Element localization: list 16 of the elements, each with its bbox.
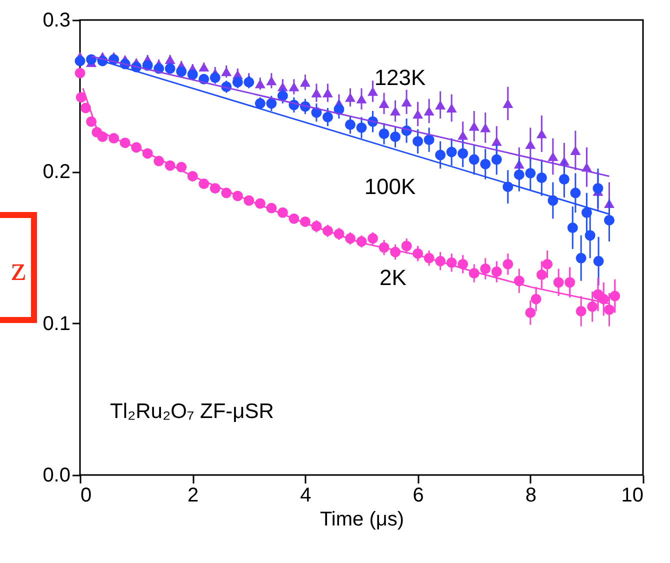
annotation: Tl₂Ru₂O₇ ZF-μSR	[110, 400, 274, 423]
y-tick-label: 0.0	[42, 464, 70, 486]
x-tick-label: 10	[621, 484, 644, 506]
annotation: 123K	[374, 65, 426, 90]
x-tick-label: 4	[300, 484, 312, 506]
annotation: 100K	[364, 174, 416, 199]
annotation: 2K	[380, 265, 407, 290]
x-tick-label: 8	[525, 484, 536, 506]
x-tick-label: 6	[412, 484, 424, 506]
x-tick-label: 0	[80, 484, 92, 506]
text: z	[10, 251, 26, 288]
x-tick-label: 2	[188, 484, 199, 506]
x-axis-title: Time (μs)	[320, 508, 404, 530]
y-tick-label: 0.1	[42, 312, 70, 335]
y-tick-label: 0.2	[42, 161, 70, 184]
y-tick-label: 0.3	[42, 10, 70, 32]
